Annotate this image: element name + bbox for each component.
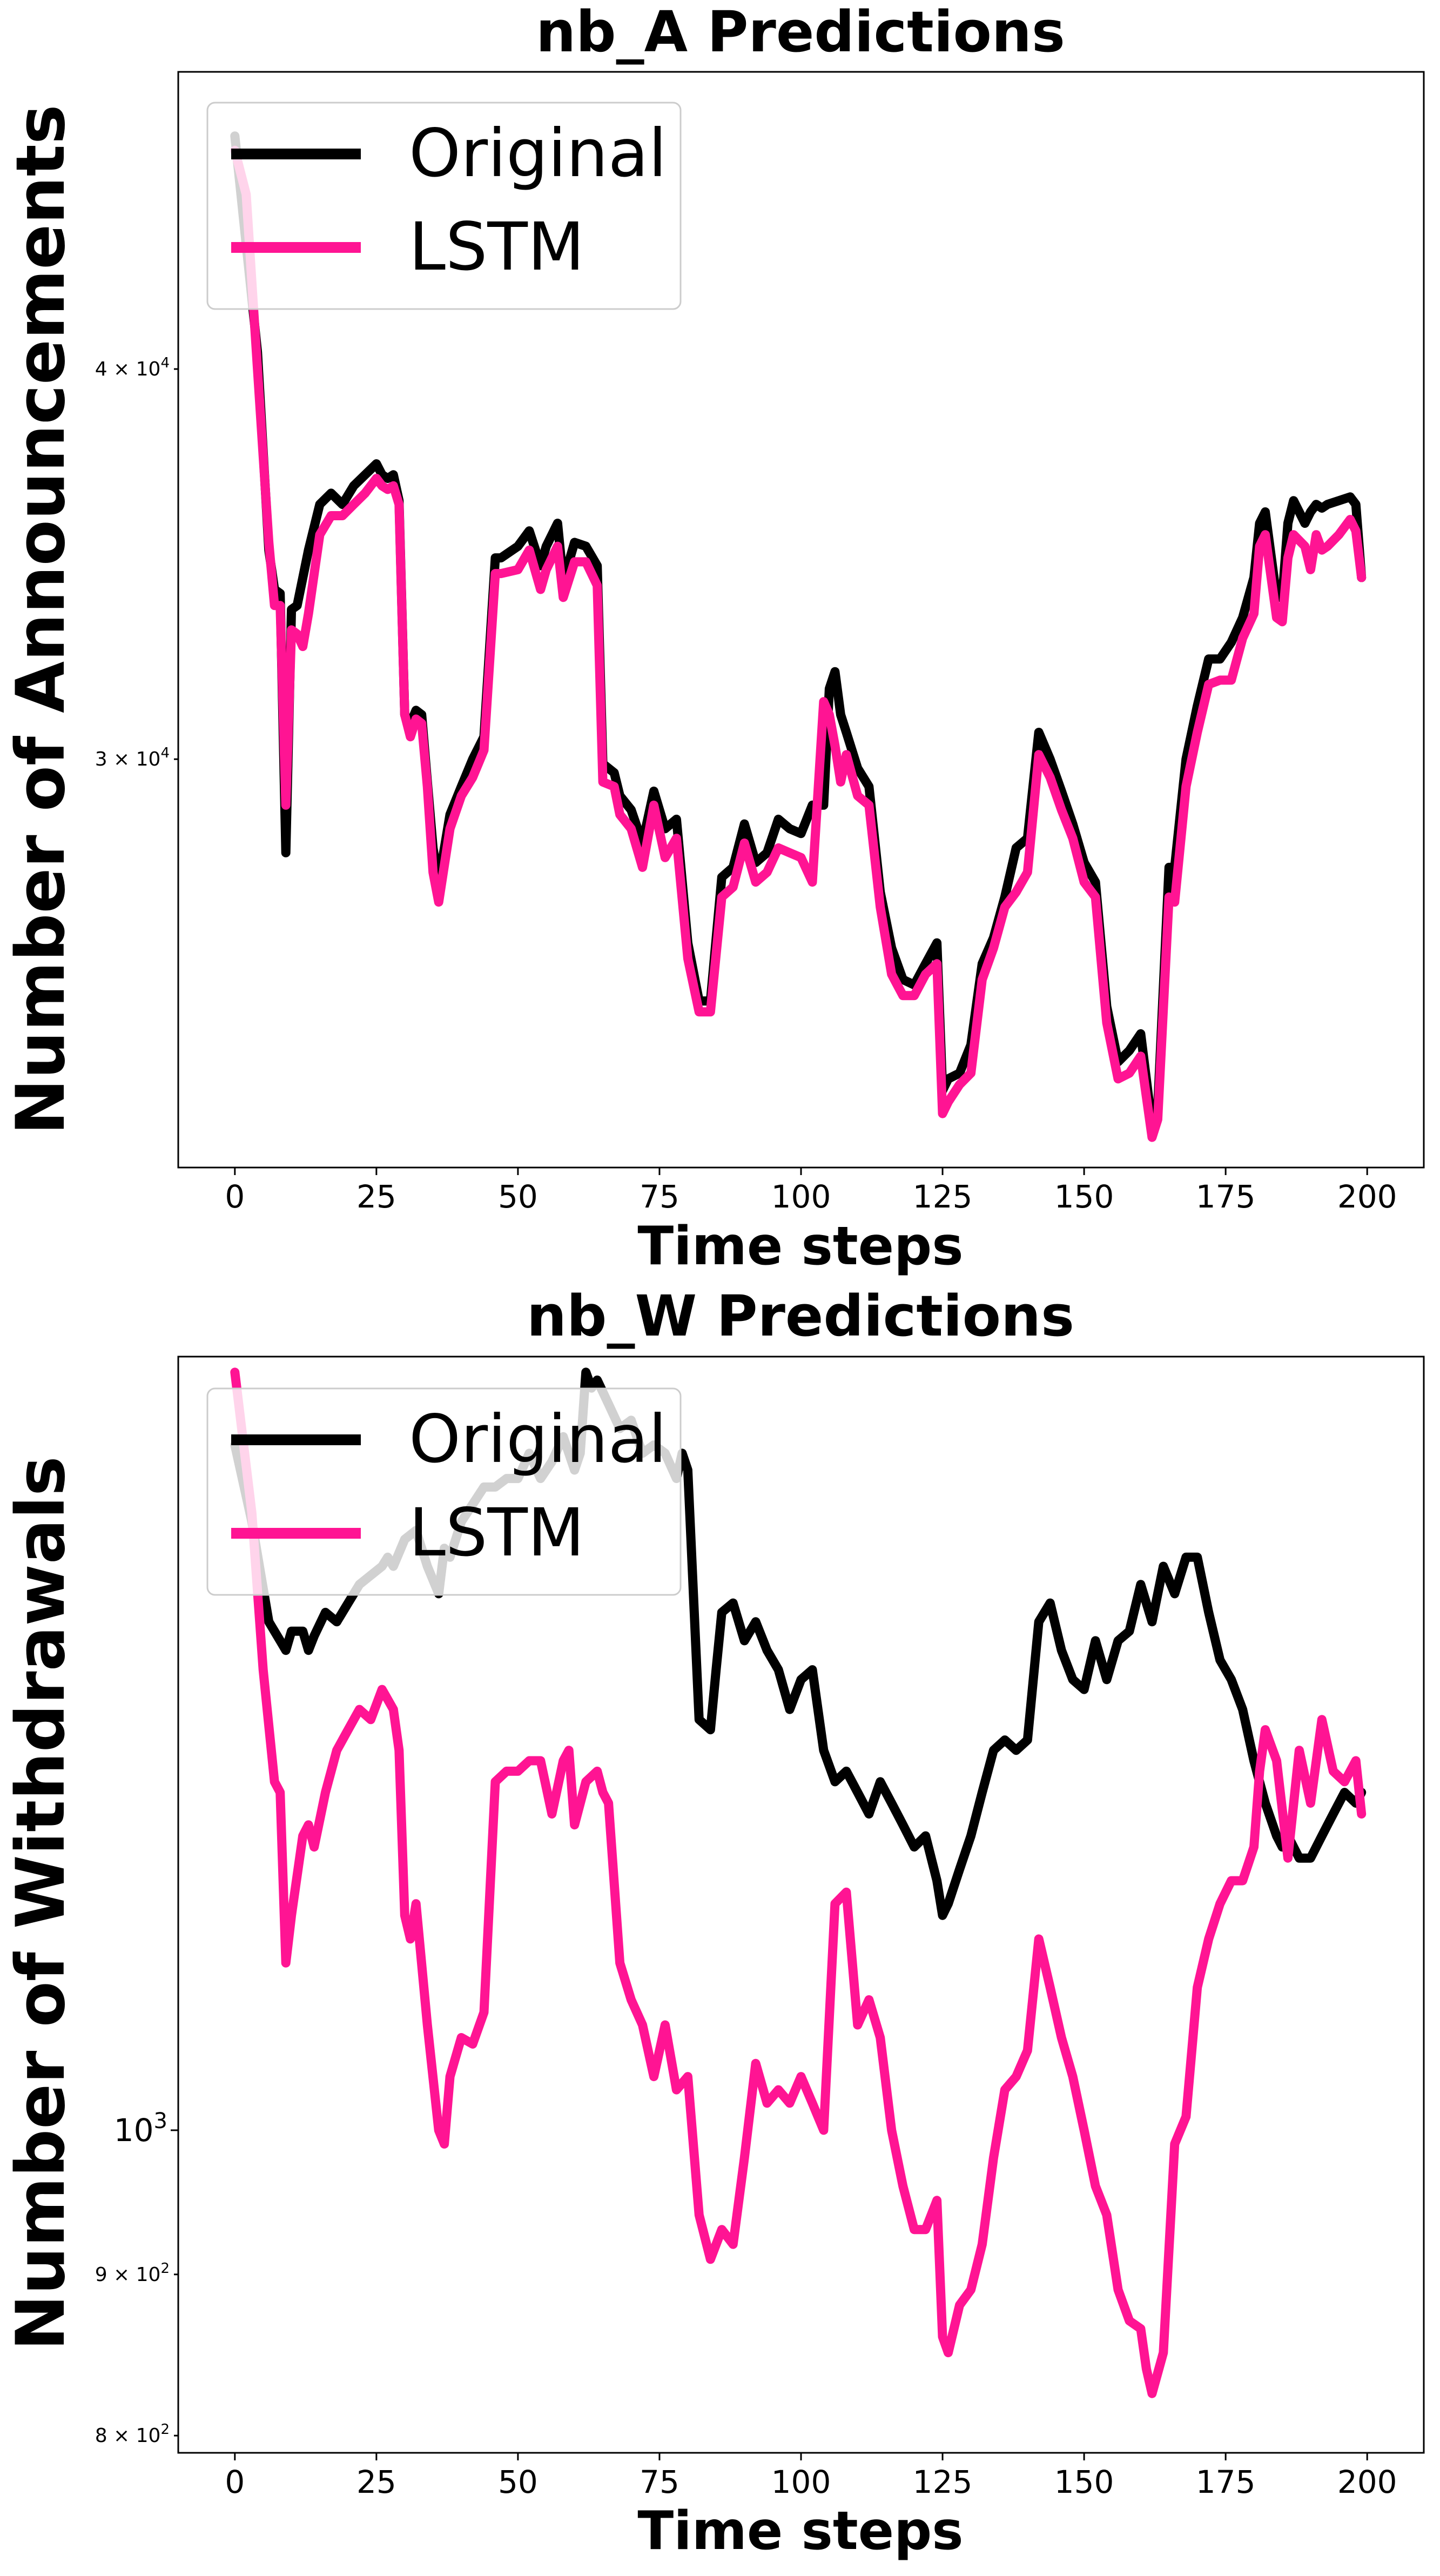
y-tick-label: 8 × 102	[95, 2421, 170, 2447]
legend-label-original: Original	[409, 115, 667, 192]
x-axis-label: Time steps	[637, 2500, 963, 2562]
y-tick-label: 103	[114, 2109, 167, 2149]
legend-label-lstm: LSTM	[409, 209, 584, 285]
legend: Original LSTM	[206, 1387, 682, 1596]
chart-title: nb_W Predictions	[527, 1283, 1074, 1349]
x-tick-label: 25	[356, 2464, 396, 2500]
x-tick-label: 75	[640, 2464, 679, 2500]
x-tick-label: 0	[225, 1178, 245, 1215]
x-tick-label: 125	[913, 1178, 973, 1215]
x-tick-label: 0	[225, 2464, 245, 2500]
x-tick-label: 175	[1196, 1178, 1256, 1215]
x-tick-label: 50	[498, 1178, 538, 1215]
x-tick-label: 100	[771, 2464, 831, 2500]
x-tick-label: 125	[913, 2464, 973, 2500]
chart-panel-withdrawals: nb_W Predictions Number of Withdrawals T…	[2, 1283, 1425, 2562]
chart-panel-announcements: nb_A Predictions Number of Announcements…	[2, 0, 1425, 1277]
x-tick-label: 150	[1054, 2464, 1114, 2500]
x-tick-label: 100	[771, 1178, 831, 1215]
x-tick-label: 50	[498, 2464, 538, 2500]
legend: Original LSTM	[206, 102, 682, 310]
y-axis-label: Number of Announcements	[2, 104, 80, 1135]
series-layer	[230, 131, 1367, 1142]
x-ticks: 0 25 50 75 100 125 150 175 200	[225, 1168, 1397, 1215]
chart-title: nb_A Predictions	[536, 0, 1065, 65]
y-axis-label: Number of Withdrawals	[2, 1456, 80, 2351]
x-axis-label: Time steps	[637, 1216, 963, 1277]
y-tick-label: 4 × 104	[95, 355, 170, 380]
legend-label-lstm: LSTM	[409, 1494, 584, 1571]
series-line-lstm	[230, 1367, 1367, 2398]
x-tick-label: 200	[1337, 1178, 1397, 1215]
legend-label-original: Original	[409, 1401, 667, 1478]
x-tick-label: 175	[1196, 2464, 1256, 2500]
y-tick-label: 3 × 104	[95, 745, 170, 770]
x-ticks: 0 25 50 75 100 125 150 175 200	[225, 2453, 1397, 2500]
y-ticks: 4 × 104 3 × 104	[95, 355, 178, 770]
y-ticks: 103 9 × 102 8 × 102	[95, 2109, 178, 2447]
x-tick-label: 25	[356, 1178, 396, 1215]
x-tick-label: 75	[640, 1178, 679, 1215]
series-line-lstm	[230, 145, 1367, 1142]
x-tick-label: 200	[1337, 2464, 1397, 2500]
x-tick-label: 150	[1054, 1178, 1114, 1215]
y-tick-label: 9 × 102	[95, 2260, 170, 2286]
